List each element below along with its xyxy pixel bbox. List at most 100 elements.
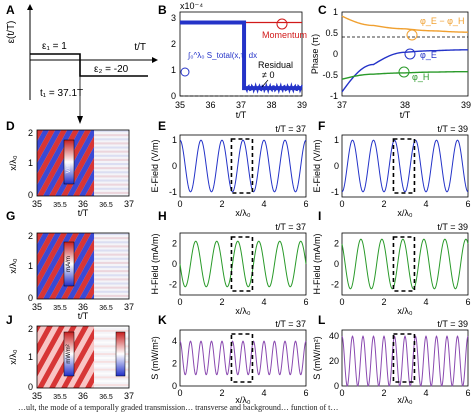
heat-d-stripe: [187, 130, 229, 196]
a-ylabel: ε(t/T): [6, 21, 17, 44]
j-colorbar-right: [115, 331, 126, 377]
heat-j-decay-band: [94, 380, 129, 383]
panel-label-e: E: [158, 119, 166, 133]
j-xtick-2: 36: [78, 391, 88, 401]
heat-g-decay-band: [94, 290, 129, 293]
heat-d-decay-band: [94, 163, 129, 166]
k-title: t/T = 37: [275, 319, 306, 329]
heat-g-stripe: [37, 233, 56, 267]
g-xlabel: t/T: [78, 311, 89, 321]
j-colorbar-label: mW/m²: [66, 344, 72, 363]
a-y-arrow-icon: [27, 4, 33, 10]
c-legend-e: φ_E: [420, 50, 437, 60]
heat-j-stripe: [193, 326, 233, 388]
heat-j-stripe: [37, 326, 42, 334]
panel-label-d: D: [6, 119, 15, 133]
heat-j-stripe: [37, 326, 60, 367]
b-ytick-1: 1: [171, 65, 176, 75]
j-axes-frame: [36, 325, 130, 389]
e-xtick: 0: [177, 199, 182, 209]
d-axes-frame: [36, 129, 130, 197]
i-xtick: 4: [423, 297, 428, 307]
d-xtick-3: 36.5: [99, 202, 113, 209]
heat-g-decay-band: [94, 233, 129, 236]
e-field-curve: [179, 139, 307, 193]
d-xtick-1: 35.5: [53, 202, 67, 209]
heat-g-decay-band: [94, 266, 129, 269]
f-xtick: 6: [465, 199, 470, 209]
heat-j-decay-band: [94, 349, 129, 352]
f-field-curve: [341, 139, 469, 193]
k-xtick: 6: [303, 388, 308, 398]
heat-j-decay-band: [94, 353, 129, 356]
panel-g: mA/m 35 35.5 36 36.5 37 0 1 2 x/λ₀ t/T: [8, 231, 199, 321]
b-ytick-3: 3: [171, 13, 176, 23]
panel-label-j: J: [6, 313, 13, 327]
panel-d: V/m 35 35.5 36 36.5 37 0 1 2 x/λ₀ t/T: [8, 128, 229, 218]
j-colorbar: [63, 331, 75, 377]
figure-caption: …ult, the mode of a temporally graded tr…: [18, 404, 339, 412]
a-xlabel: t/T: [134, 42, 146, 53]
e-axes-frame: [179, 134, 307, 198]
d-ylabel: x/λ₀: [8, 155, 18, 171]
l-xtick: 2: [381, 388, 386, 398]
l-xlabel: x/λ₀: [397, 395, 413, 404]
heat-d-decay-band: [94, 138, 129, 141]
panel-label-f: F: [318, 119, 325, 133]
h-xtick: 4: [261, 297, 266, 307]
j-ytick-1: 1: [28, 352, 33, 362]
heat-j-stripe: [157, 326, 197, 388]
heat-g-stripe: [127, 295, 129, 299]
f-ylabel: E-Field (V/m): [312, 139, 322, 192]
heat-d-stripe: [37, 130, 68, 186]
panel-label-h: H: [158, 209, 167, 223]
i-ytick: 2: [334, 238, 339, 248]
h-ylabel: H-Field (mA/m): [150, 234, 160, 295]
heat-j-decay-band: [94, 360, 129, 363]
h-ytick: 2: [172, 238, 177, 248]
c-e-marker-icon: [404, 48, 416, 60]
heat-d-decay-band: [94, 175, 129, 178]
k-xtick: 4: [261, 388, 266, 398]
a-eps2-label: ε₂ = -20: [94, 64, 129, 75]
k-axes-frame: [179, 329, 307, 387]
heat-j-stripe: [223, 326, 263, 388]
heat-j-decay-band: [94, 384, 129, 387]
b-xtick-3: 38: [266, 100, 276, 110]
g-ylabel: x/λ₀: [8, 258, 18, 274]
j-xtick-4: 37: [124, 391, 134, 401]
heat-d-decay-band: [94, 150, 129, 153]
g-axes-frame: [36, 232, 130, 300]
f-ytick: 0: [334, 161, 339, 171]
k-ytick: 2: [172, 359, 177, 369]
c-ylabel: Phase (π): [310, 34, 320, 74]
c-legend-diff: φ_E − φ_H: [420, 16, 464, 26]
heat-j-decay-band: [94, 337, 129, 340]
panel-label-l: L: [318, 313, 325, 327]
panel-label-c: C: [318, 3, 327, 17]
heat-j-decay-band: [94, 364, 129, 367]
c-ytick-1: -0.5: [322, 70, 338, 80]
b-residual-label: Residual: [258, 60, 293, 70]
panel-label-b: B: [158, 3, 167, 17]
f-xtick: 4: [423, 199, 428, 209]
h-xlabel: x/λ₀: [235, 306, 251, 316]
e-ytick: 1: [172, 135, 177, 145]
g-xtick-3: 36.5: [99, 305, 113, 312]
d-xtick-0: 35: [32, 199, 42, 209]
c-ytick-3: 0.5: [325, 28, 338, 38]
heat-g-decay-band: [94, 282, 129, 285]
heat-d-decay-band: [94, 134, 129, 137]
heat-j-stripe: [37, 326, 54, 356]
heat-g-stripe: [157, 233, 199, 299]
b-momentum-marker-icon: [276, 18, 288, 30]
heat-j-stripe: [0, 326, 5, 388]
g-colorbar: [63, 241, 75, 287]
h-ytick: -2: [169, 280, 177, 290]
heat-d-decay-band: [94, 179, 129, 182]
j-ylabel: x/λ₀: [8, 349, 18, 365]
panel-label-k: K: [158, 313, 167, 327]
